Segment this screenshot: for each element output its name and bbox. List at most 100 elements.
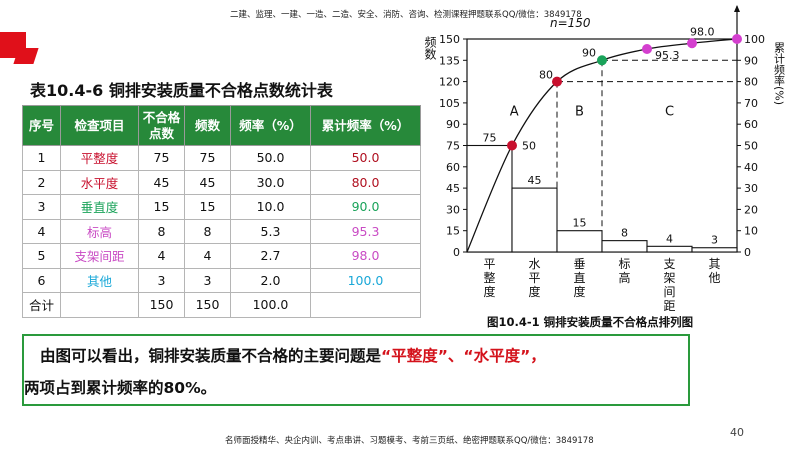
left-axis-tick-label: 135	[439, 54, 460, 67]
cell-points: 75	[138, 145, 185, 171]
cell-item: 其他	[60, 267, 139, 293]
left-axis-tick-label: 150	[439, 33, 460, 46]
left-axis-tick-label: 15	[446, 225, 460, 238]
cell-total-empty	[60, 292, 139, 318]
table-row: 2 水平度 45 45 30.0 80.0	[22, 169, 421, 195]
left-axis-tick-label: 120	[439, 76, 460, 89]
category-label: 支架间距	[663, 257, 675, 312]
bar-value-label: 8	[621, 227, 628, 240]
right-axis-tick-label: 30	[744, 182, 758, 195]
cell-freq: 45	[184, 169, 231, 195]
right-axis-tick-label: 10	[744, 225, 758, 238]
cumulative-label: 80	[539, 69, 553, 82]
cumulative-point	[552, 76, 562, 87]
left-axis-tick-label: 105	[439, 97, 460, 110]
cell-no: 5	[22, 243, 61, 269]
col-header-freq: 频数	[184, 105, 231, 146]
header-contact-text: 二建、监理、一建、一造、二造、安全、消防、咨询、检测课程押题联系QQ/微信：38…	[230, 10, 582, 20]
right-axis-tick-label: 80	[744, 76, 758, 89]
left-axis-tick-label: 45	[446, 182, 460, 195]
table-row: 1 平整度 75 75 50.0 50.0	[22, 145, 421, 171]
table-row: 6 其他 3 3 2.0 100.0	[22, 267, 421, 293]
category-label: 其他	[708, 257, 720, 285]
cell-item: 水平度	[60, 169, 139, 195]
cell-rate: 2.7	[230, 243, 311, 269]
bar-value-label: 75	[483, 132, 497, 145]
red-corner-decoration-accent	[13, 48, 39, 64]
cumulative-label: 98.0	[690, 25, 715, 38]
defect-stats-table: 序号 检查项目 不合格 点数 频数 频率（%） 累计频率（%） 1 平整度 75…	[22, 105, 421, 318]
left-axis-tick-label: 90	[446, 118, 460, 131]
right-axis-tick-label: 20	[744, 203, 758, 216]
chart-caption: 图10.4-1 铜排安装质量不合格点排列图	[487, 315, 694, 329]
cumulative-label: 50	[522, 140, 536, 153]
cell-item: 支架间距	[60, 243, 139, 269]
conclusion-box	[22, 334, 690, 406]
right-axis-tick-label: 50	[744, 140, 758, 153]
pareto-bar	[601, 240, 648, 253]
cumulative-point	[507, 140, 517, 151]
table-row: 5 支架间距 4 4 2.7 98.0	[22, 243, 421, 269]
cell-no: 3	[22, 194, 61, 220]
cumulative-point	[732, 34, 742, 44]
cell-cum: 95.3	[310, 218, 421, 244]
right-axis-tick-label: 90	[744, 54, 758, 67]
zone-label-a: A	[510, 105, 519, 120]
cell-rate: 50.0	[230, 145, 311, 171]
left-axis-tick-label: 75	[446, 140, 460, 153]
left-axis-tick-label: 0	[453, 246, 460, 259]
col-header-points: 不合格 点数	[138, 105, 185, 146]
cell-total-empty	[310, 292, 421, 318]
cell-freq: 8	[184, 218, 231, 244]
table-row: 3 垂直度 15 15 10.0 90.0	[22, 194, 421, 220]
bar-value-label: 45	[528, 174, 542, 187]
bar-value-label: 4	[666, 232, 673, 245]
conclusion-prefix: 由图可以看出，铜排安装质量不合格的主要问题是	[40, 347, 382, 365]
right-axis-arrow	[734, 5, 740, 12]
cell-item: 垂直度	[60, 194, 139, 220]
cell-freq: 3	[184, 267, 231, 293]
cell-total-rate: 100.0	[230, 292, 311, 318]
pareto-chart: 0 15 30 45 60 75 90 105 120 135 150 0 10 20 30 40 50 60 70…	[423, 5, 786, 312]
cell-rate: 5.3	[230, 218, 311, 244]
right-axis-tick-label: 40	[744, 161, 758, 174]
zone-label-b: B	[575, 105, 584, 120]
cell-cum: 50.0	[310, 145, 421, 171]
cumulative-point	[597, 55, 607, 66]
cell-rate: 2.0	[230, 267, 311, 293]
cell-freq: 75	[184, 145, 231, 171]
col-header-cum: 累计频率（%）	[310, 105, 421, 146]
col-header-rate: 频率（%）	[230, 105, 311, 146]
cell-points: 15	[138, 194, 185, 220]
conclusion-line-1: 由图可以看出，铜排安装质量不合格的主要问题是“平整度”、“水平度”，	[40, 344, 546, 366]
cell-points: 4	[138, 243, 185, 269]
cell-total-label: 合计	[22, 292, 61, 318]
left-axis-tick-label: 60	[446, 161, 460, 174]
right-axis-tick-label: 100	[744, 33, 765, 46]
bar-value-label: 3	[711, 234, 718, 247]
cell-cum: 90.0	[310, 194, 421, 220]
cumulative-label: 90	[582, 46, 596, 59]
cell-no: 1	[22, 145, 61, 171]
conclusion-highlight: “平整度”、“水平度”，	[381, 347, 546, 365]
cell-freq: 4	[184, 243, 231, 269]
cell-item: 标高	[60, 218, 139, 244]
cell-points: 8	[138, 218, 185, 244]
category-label: 平整度	[483, 257, 495, 299]
col-header-item: 检查项目	[60, 105, 139, 146]
page-number: 40	[730, 426, 744, 439]
table-row: 4 标高 8 8 5.3 95.3	[22, 218, 421, 244]
cell-points: 45	[138, 169, 185, 195]
cell-cum: 100.0	[310, 267, 421, 293]
sample-size-label: n=150	[550, 16, 591, 30]
cell-freq: 15	[184, 194, 231, 220]
left-axis-title: 频数	[423, 36, 437, 61]
category-label: 垂直度	[573, 257, 585, 299]
cell-no: 6	[22, 267, 61, 293]
right-axis-title: 累计频率(%)	[773, 42, 786, 105]
conclusion-line-2: 两项占到累计频率的80%。	[24, 379, 217, 397]
right-axis-tick-label: 70	[744, 97, 758, 110]
table-header-row: 序号 检查项目 不合格 点数 频数 频率（%） 累计频率（%）	[22, 105, 421, 146]
cell-cum: 98.0	[310, 243, 421, 269]
right-axis-tick-label: 60	[744, 118, 758, 131]
